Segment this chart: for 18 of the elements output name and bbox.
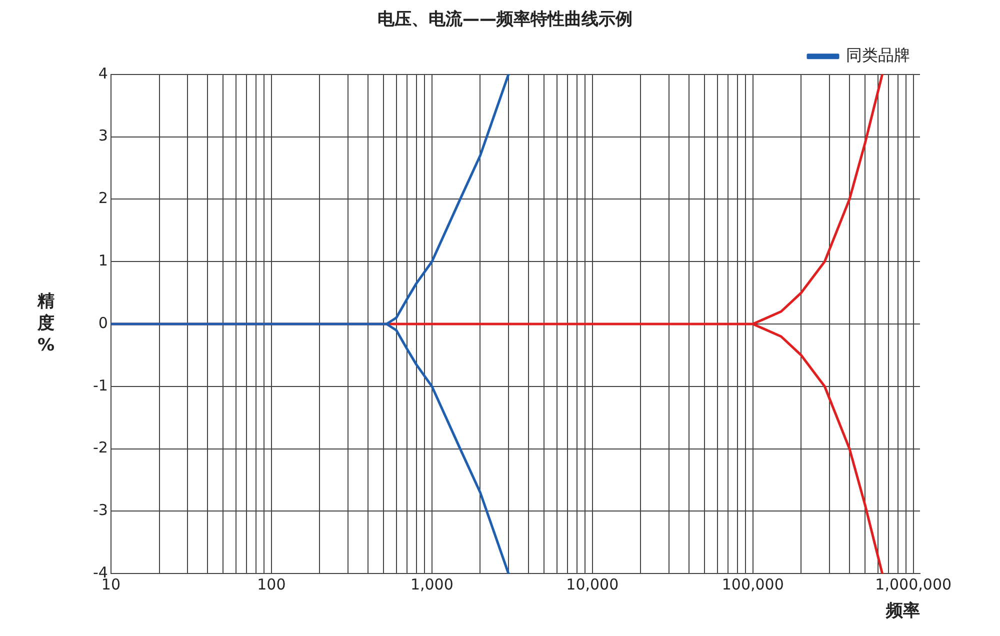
x-tick-label: 1,000,000	[875, 575, 952, 594]
y-tick-label: 0	[98, 314, 108, 332]
y-tick-label: -1	[92, 376, 108, 394]
y-tick-label: 2	[98, 189, 108, 208]
x-tick-label: 100	[257, 575, 286, 594]
x-tick-label: 1,000	[410, 575, 454, 594]
y-tick-label: -3	[92, 501, 108, 520]
legend-label: 同类品牌	[846, 46, 910, 65]
y-tick-label: 3	[98, 126, 108, 145]
x-tick-label: 10	[101, 575, 121, 594]
chart-title: 电压、电流——频率特性曲线示例	[378, 10, 632, 30]
y-axis-title: 精度%	[36, 291, 54, 356]
y-tick-label: -2	[92, 438, 108, 457]
x-axis-title: 频率	[885, 601, 920, 622]
y-tick-label: 1	[98, 251, 108, 270]
x-tick-label: 10,000	[566, 575, 619, 594]
x-tick-label: 100,000	[722, 575, 784, 594]
y-tick-label: 4	[98, 64, 108, 82]
